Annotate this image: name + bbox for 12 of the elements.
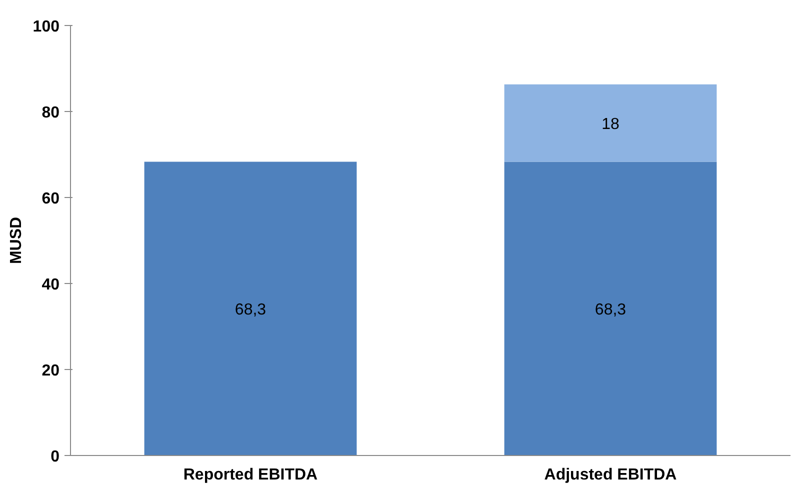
y-tick-label: 80 xyxy=(42,104,60,122)
y-tick-label: 0 xyxy=(50,448,60,466)
x-tick-label: Adjusted EBITDA xyxy=(544,466,678,484)
data-label: 18 xyxy=(602,116,620,134)
y-tick-label: 100 xyxy=(32,18,60,36)
data-label: 68,3 xyxy=(594,302,626,319)
data-label: 68,3 xyxy=(234,302,266,319)
y-tick-label: 20 xyxy=(42,362,60,380)
x-tick-label: Reported EBITDA xyxy=(183,466,318,484)
y-axis-title: MUSD xyxy=(8,216,25,264)
y-tick-label: 40 xyxy=(42,276,60,294)
y-tick-label: 60 xyxy=(42,190,60,208)
